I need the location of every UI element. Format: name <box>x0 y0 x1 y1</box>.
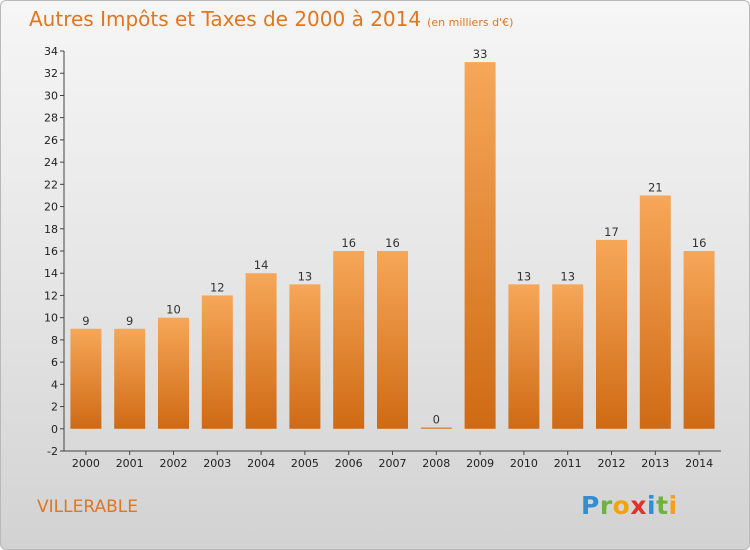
value-label-2007: 16 <box>385 236 400 250</box>
y-tick-label: 20 <box>44 201 58 214</box>
value-label-2002: 10 <box>166 303 181 317</box>
x-tick-label: 2005 <box>291 457 319 470</box>
value-label-2006: 16 <box>341 236 356 250</box>
x-tick-label: 2009 <box>466 457 494 470</box>
y-tick-label: 14 <box>44 267 58 280</box>
proxiti-logo: Proxiti <box>581 491 678 520</box>
value-label-2008: 0 <box>433 412 440 426</box>
y-tick-label: 10 <box>44 312 58 325</box>
x-tick-label: 2012 <box>598 457 626 470</box>
y-tick-label: 34 <box>44 45 58 58</box>
x-tick-label: 2003 <box>203 457 231 470</box>
y-tick-label: 4 <box>51 378 58 391</box>
value-labels: 9 9 10 12 14 13 16 16 0 33 13 13 17 21 16 <box>82 47 706 426</box>
chart-subtitle: (en milliers d'€) <box>427 16 514 29</box>
value-label-2001: 9 <box>126 314 133 328</box>
y-tick-label: 12 <box>44 289 58 302</box>
value-label-2014: 16 <box>692 236 707 250</box>
y-tick-label: 0 <box>51 423 58 436</box>
y-tick-label: 24 <box>44 156 58 169</box>
y-tick-label: 32 <box>44 67 58 80</box>
bar-2010 <box>508 284 540 429</box>
x-tick-label: 2014 <box>685 457 713 470</box>
bar-2004 <box>245 273 277 429</box>
bar-2011 <box>552 284 584 429</box>
value-label-2009: 33 <box>473 47 488 61</box>
y-tick-label: 8 <box>51 334 58 347</box>
y-tick-label: 16 <box>44 245 58 258</box>
y-tick-label: 22 <box>44 178 58 191</box>
bar-2001 <box>114 328 146 429</box>
value-label-2000: 9 <box>82 314 89 328</box>
bar-2002 <box>158 317 189 429</box>
value-label-2011: 13 <box>560 269 575 283</box>
x-tick-label: 2001 <box>116 457 144 470</box>
bars <box>70 62 715 429</box>
bar-2009 <box>464 62 496 429</box>
y-tick-label: 6 <box>51 356 58 369</box>
x-tick-label: 2000 <box>72 457 100 470</box>
value-label-2005: 13 <box>298 269 313 283</box>
y-tick-label: 18 <box>44 223 58 236</box>
x-tick-label: 2008 <box>422 457 450 470</box>
value-label-2013: 21 <box>648 180 663 194</box>
value-label-2004: 14 <box>254 258 269 272</box>
bar-2003 <box>201 295 233 429</box>
x-tick-label: 2010 <box>510 457 538 470</box>
value-label-2003: 12 <box>210 280 225 294</box>
bar-2012 <box>596 239 627 429</box>
y-tick-label: 2 <box>51 401 58 414</box>
x-tick-label: 2006 <box>335 457 363 470</box>
value-label-2012: 17 <box>604 225 619 239</box>
x-tick-label: 2002 <box>160 457 188 470</box>
x-tick-label: 2013 <box>641 457 669 470</box>
y-tick-label: 26 <box>44 134 58 147</box>
bar-2005 <box>289 284 321 429</box>
chart-title: Autres Impôts et Taxes de 2000 à 2014 (en… <box>29 7 513 31</box>
bar-2008 <box>420 427 452 429</box>
x-tick-label: 2007 <box>379 457 407 470</box>
value-label-2010: 13 <box>517 269 532 283</box>
bar-2013 <box>639 195 671 429</box>
y-tick-label: 30 <box>44 89 58 102</box>
commune-name: VILLERABLE <box>37 497 138 517</box>
bar-2000 <box>70 328 102 429</box>
bar-2014 <box>683 251 715 429</box>
x-tick-label: 2011 <box>554 457 582 470</box>
title-text: Autres Impôts et Taxes de 2000 à 2014 <box>29 7 422 31</box>
bar-2006 <box>333 251 365 429</box>
y-tick-label: -2 <box>47 445 58 458</box>
y-tick-label: 28 <box>44 112 58 125</box>
x-tick-label: 2004 <box>247 457 275 470</box>
bar-2007 <box>377 251 408 429</box>
